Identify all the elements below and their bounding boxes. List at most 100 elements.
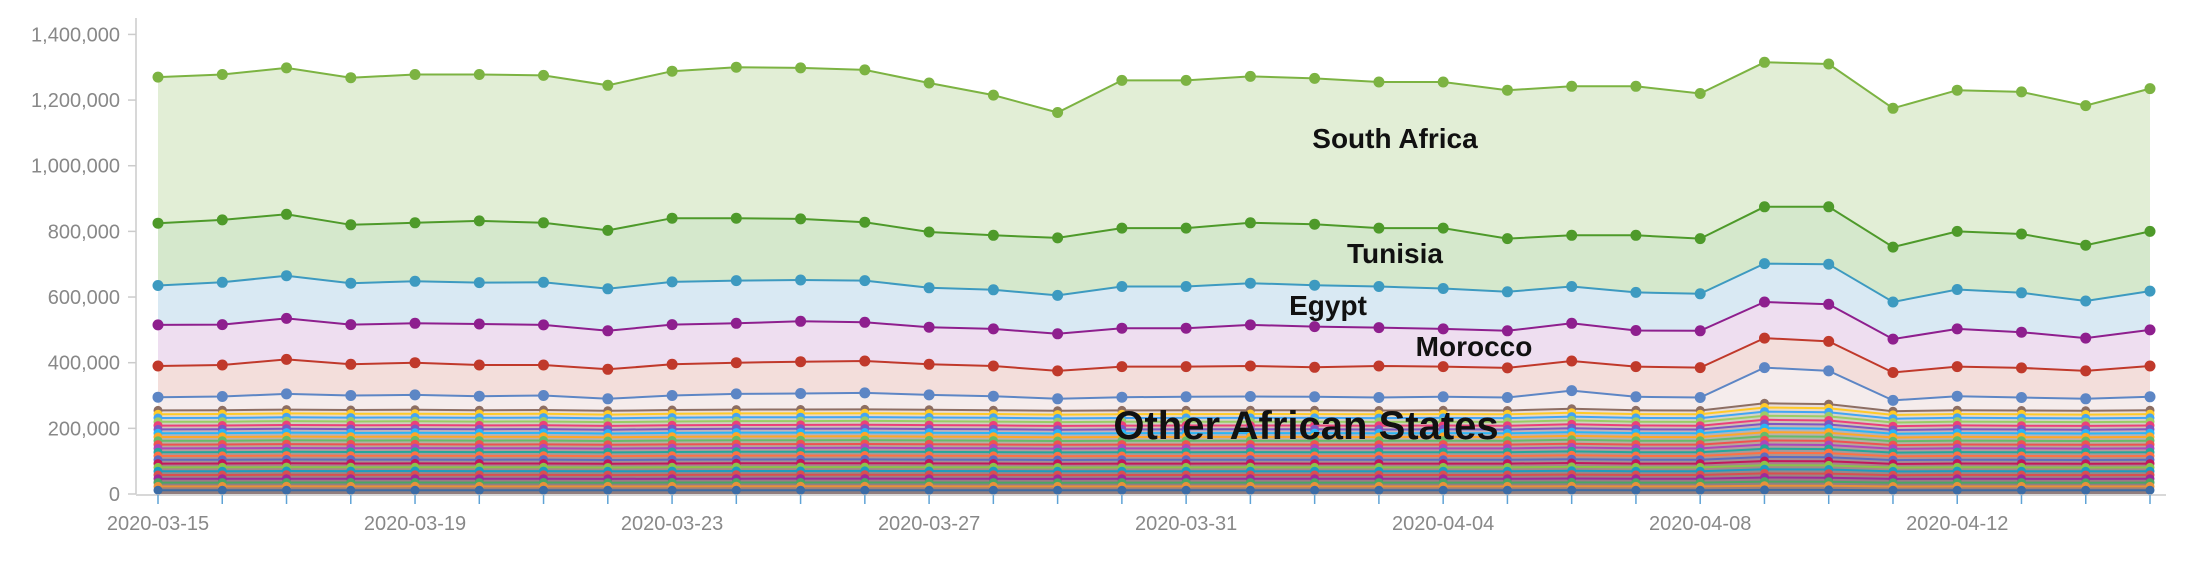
series-point-5-19[interactable] [1373,76,1385,88]
series-point-5-14[interactable] [1052,107,1064,118]
series-point-0-26[interactable] [1823,365,1835,377]
series-point-5-9[interactable] [730,61,742,73]
series-point-4-7[interactable] [602,224,614,236]
series-point-3-21[interactable] [1501,286,1513,298]
series-point-3-12[interactable] [923,282,935,294]
series-point-3-1[interactable] [216,276,228,288]
series-point-5-24[interactable] [1694,88,1706,99]
series-point-4-19[interactable] [1373,222,1385,234]
series-point-5-8[interactable] [666,65,678,77]
series-point-2-11[interactable] [859,316,871,328]
series-point-1-30[interactable] [2080,365,2092,377]
series-point-2-13[interactable] [987,323,999,335]
series-point-5-6[interactable] [538,69,549,81]
series-point-4-22[interactable] [1566,229,1578,241]
series-point-4-11[interactable] [859,216,871,228]
series-point-1-5[interactable] [473,359,485,371]
series-point-1-22[interactable] [1566,355,1578,367]
series-point-1-4[interactable] [409,357,421,369]
series-point-3-18[interactable] [1309,279,1321,291]
series-point-3-23[interactable] [1630,286,1642,298]
series-point-2-10[interactable] [795,315,807,327]
series-point-0-11[interactable] [859,387,871,399]
series-point-4-15[interactable] [1116,222,1128,234]
series-point-0-15[interactable] [1116,391,1128,403]
series-point-1-31[interactable] [2144,360,2156,372]
series-point-0-6[interactable] [538,390,549,401]
series-point-2-4[interactable] [409,317,421,329]
series-point-1-0[interactable] [152,360,164,372]
series-point-1-28[interactable] [1951,361,1963,373]
series-point-2-28[interactable] [1951,323,1963,335]
series-point-3-26[interactable] [1823,258,1835,270]
series-point-5-3[interactable] [345,72,357,84]
series-point-5-13[interactable] [987,89,999,101]
series-point-3-9[interactable] [730,275,742,287]
series-point-2-2[interactable] [281,312,292,324]
series-point-3-11[interactable] [859,275,871,287]
series-point-1-13[interactable] [987,360,999,372]
series-point-4-23[interactable] [1630,229,1642,241]
series-point-1-27[interactable] [1887,367,1899,378]
series-point-2-12[interactable] [923,321,935,333]
series-point-4-6[interactable] [538,217,549,229]
series-point-4-12[interactable] [923,226,935,238]
series-point-2-3[interactable] [345,319,357,331]
series-point-2-24[interactable] [1694,325,1706,337]
series-point-1-14[interactable] [1052,365,1064,377]
series-point-2-8[interactable] [666,319,678,331]
series-point-3-30[interactable] [2080,295,2092,307]
series-point-2-16[interactable] [1180,322,1192,334]
series-point-0-30[interactable] [2080,393,2092,405]
series-point-1-23[interactable] [1630,361,1642,373]
series-point-3-3[interactable] [345,277,357,289]
series-point-1-25[interactable] [1759,332,1770,344]
series-point-2-14[interactable] [1052,328,1064,340]
series-point-2-22[interactable] [1566,317,1578,329]
series-point-1-24[interactable] [1694,362,1706,374]
series-point-4-28[interactable] [1951,225,1963,237]
series-point-5-26[interactable] [1823,58,1835,70]
series-point-2-29[interactable] [2016,326,2027,338]
series-point-3-19[interactable] [1373,281,1385,292]
series-point-0-25[interactable] [1759,362,1770,374]
series-point-4-3[interactable] [345,219,357,231]
series-point-4-18[interactable] [1309,218,1321,230]
series-point-3-28[interactable] [1951,284,1963,295]
series-point-2-30[interactable] [2080,332,2092,344]
series-point-5-22[interactable] [1566,80,1578,92]
series-point-1-1[interactable] [216,359,228,371]
series-point-3-5[interactable] [473,277,485,289]
series-point-5-17[interactable] [1244,70,1256,82]
series-point-4-14[interactable] [1052,232,1064,244]
series-point-1-6[interactable] [538,359,549,371]
series-point-2-20[interactable] [1437,323,1449,335]
series-point-1-15[interactable] [1116,361,1128,373]
series-point-1-9[interactable] [730,357,742,369]
series-point-0-17[interactable] [1244,391,1256,402]
series-point-1-7[interactable] [602,363,614,375]
series-point-2-1[interactable] [216,319,228,331]
series-point-5-28[interactable] [1951,84,1963,96]
series-point-1-19[interactable] [1373,360,1385,372]
series-point-5-7[interactable] [602,79,614,91]
series-point-4-29[interactable] [2016,228,2027,240]
series-point-0-20[interactable] [1437,391,1449,403]
series-point-2-15[interactable] [1116,322,1128,334]
series-point-5-18[interactable] [1309,72,1321,84]
series-point-3-7[interactable] [602,283,614,295]
series-point-0-2[interactable] [281,388,292,400]
series-point-3-8[interactable] [666,276,678,288]
series-point-3-16[interactable] [1180,281,1192,292]
series-point-1-29[interactable] [2016,362,2027,374]
series-point-2-27[interactable] [1887,333,1899,345]
series-point-5-4[interactable] [409,69,421,80]
series-point-0-5[interactable] [473,390,485,402]
series-point-4-5[interactable] [473,215,485,227]
series-point-0-29[interactable] [2016,392,2027,403]
series-point-3-0[interactable] [152,280,164,291]
series-point-0-21[interactable] [1501,392,1513,403]
series-point-5-20[interactable] [1437,76,1449,88]
series-point-2-23[interactable] [1630,325,1642,336]
series-point-1-8[interactable] [666,358,678,370]
